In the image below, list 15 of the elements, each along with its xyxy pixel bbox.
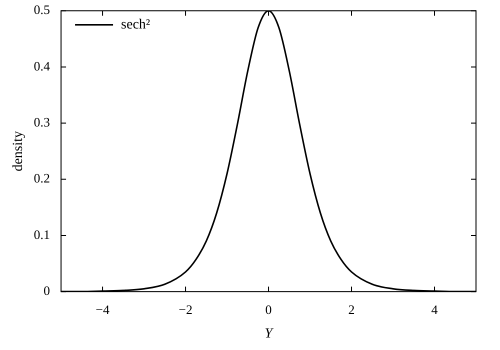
y-tick-label: 0.2 [34, 170, 50, 186]
y-tick-label: 0 [44, 283, 50, 298]
x-tick-label: 2 [348, 302, 355, 317]
y-tick-label: 0.3 [34, 114, 50, 130]
x-tick-label: 0 [265, 302, 272, 317]
y-axis-title: density [11, 130, 26, 172]
y-tick-label: 0.4 [34, 58, 51, 74]
x-tick-label: −4 [96, 302, 110, 317]
legend-label: sech² [121, 17, 150, 32]
y-tick-label: 0.1 [34, 226, 50, 242]
x-tick-label: −2 [178, 302, 192, 317]
x-tick-label: 4 [431, 302, 438, 317]
line-series [61, 10, 476, 292]
x-axis-title: Y [264, 326, 275, 342]
y-tick-label: 0.5 [34, 2, 50, 18]
